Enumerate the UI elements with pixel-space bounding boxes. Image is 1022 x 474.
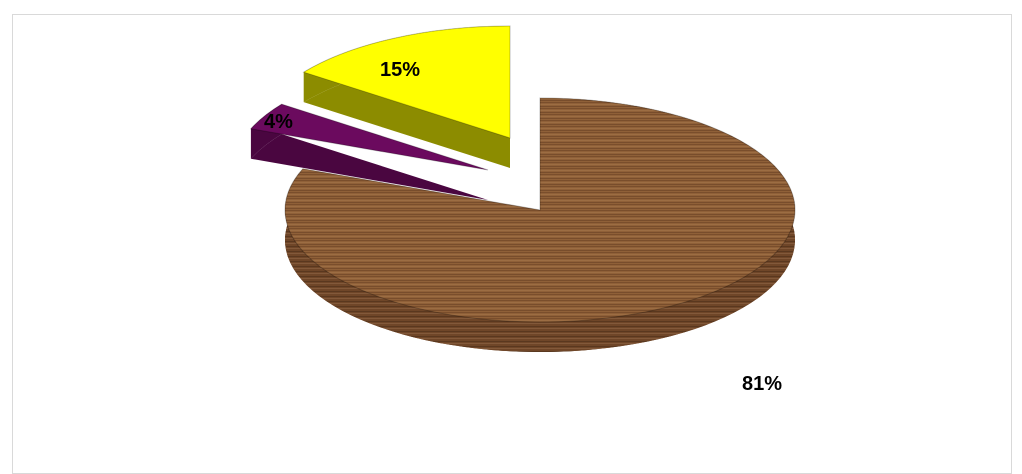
- data-label-1: 81%: [742, 373, 782, 395]
- pie-slice-top-2: [249, 103, 489, 171]
- pie-slice-top-1: [284, 97, 796, 323]
- pie-slice-base-2: [250, 134, 488, 200]
- pie-slice-3: [302, 25, 511, 168]
- data-label-2: 4%: [264, 111, 293, 133]
- pie-slice-2: [249, 103, 489, 200]
- pie-slice-1: [284, 97, 796, 353]
- pie-slice-top-3: [302, 25, 511, 139]
- data-label-3: 15%: [380, 59, 420, 81]
